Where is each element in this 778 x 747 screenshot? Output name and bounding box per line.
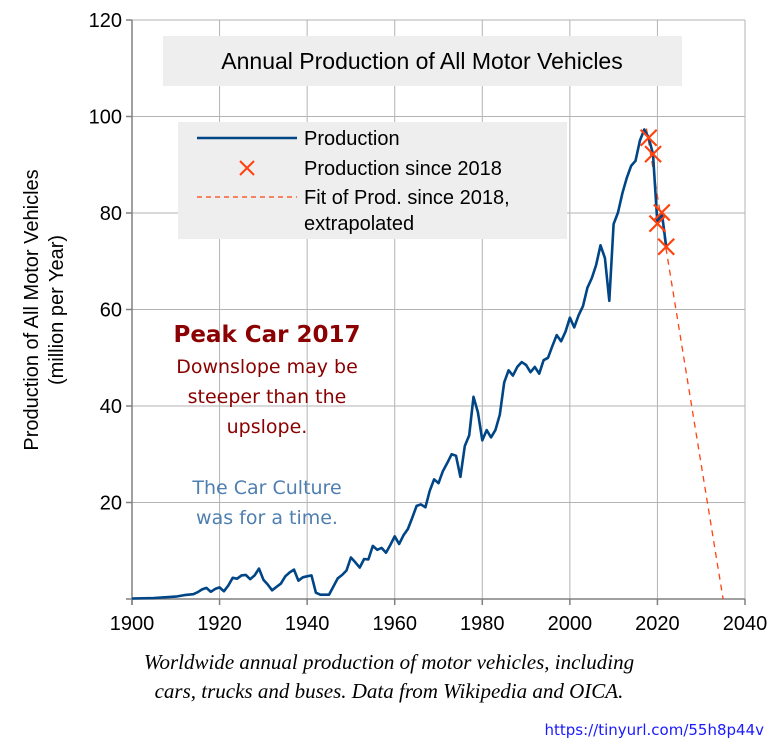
x-tick-label: 1940 [285,613,330,635]
annotation-peak-car: Peak Car 2017 [173,322,360,348]
y-axis-title-line2: (million per Year) [46,235,68,385]
y-tick-label: 40 [100,396,122,418]
series-fit-extrapolated-line [645,128,724,600]
legend-label-production: Production [304,128,400,150]
source-link[interactable]: https://tinyurl.com/55h8p44v [544,721,764,739]
chart-title-box: Annual Production of All Motor Vehicles [163,36,682,86]
y-tick-label: 120 [89,10,122,32]
annotation-downslope-line3: upslope. [227,416,308,438]
legend-label-fit-line2: extrapolated [304,213,414,235]
y-axis-title: Production of All Motor Vehicles (millio… [21,169,68,450]
x-tick-label: 1960 [372,613,417,635]
production-since-2018-marker [639,128,658,147]
y-axis-title-line1: Production of All Motor Vehicles [21,169,43,450]
x-tick-label: 1900 [110,613,155,635]
production-since-2018-marker [648,214,667,233]
x-tick-label: 2040 [723,613,768,635]
y-tick-label: 20 [100,493,122,515]
x-tick-label: 2000 [548,613,593,635]
annotations: Peak Car 2017 Downslope may be steeper t… [173,322,360,529]
axes [126,19,746,605]
y-tick-labels: 20 40 60 80 100 120 [89,10,122,515]
caption-line1: Worldwide annual production of motor veh… [143,650,635,674]
chart-title-background [163,36,682,86]
production-since-2018-marker [644,145,662,163]
x-tick-labels: 1900 1920 1940 1960 1980 2000 2020 2040 [110,613,768,635]
annotation-car-culture-line2: was for a time. [196,507,338,529]
chart-title: Annual Production of All Motor Vehicles [221,48,622,74]
y-tick-label: 80 [100,203,122,225]
caption-line2: cars, trucks and buses. Data from Wikipe… [154,679,624,703]
production-since-2018-marker [653,203,671,222]
y-tick-label: 60 [100,300,122,322]
y-tick-label: 100 [89,107,122,129]
production-since-2018-marker [657,237,675,256]
legend-label-fit-line1: Fit of Prod. since 2018, [304,187,510,209]
x-tick-label: 1920 [197,613,242,635]
x-tick-label: 2020 [635,613,680,635]
x-tick-label: 1980 [460,613,505,635]
legend: Production Production since 2018 Fit of … [178,122,567,239]
annotation-downslope-line1: Downslope may be [176,356,358,378]
legend-x-marker-icon [239,160,255,176]
annotation-car-culture-line1: The Car Culture [191,477,341,499]
series [131,128,724,600]
legend-background [178,122,567,239]
series-production-line [131,128,668,600]
legend-label-since-2018: Production since 2018 [304,158,502,180]
annotation-downslope-line2: steeper than the [188,386,347,408]
chart: 1900 1920 1940 1960 1980 2000 2020 2040 2040608… [21,10,768,635]
